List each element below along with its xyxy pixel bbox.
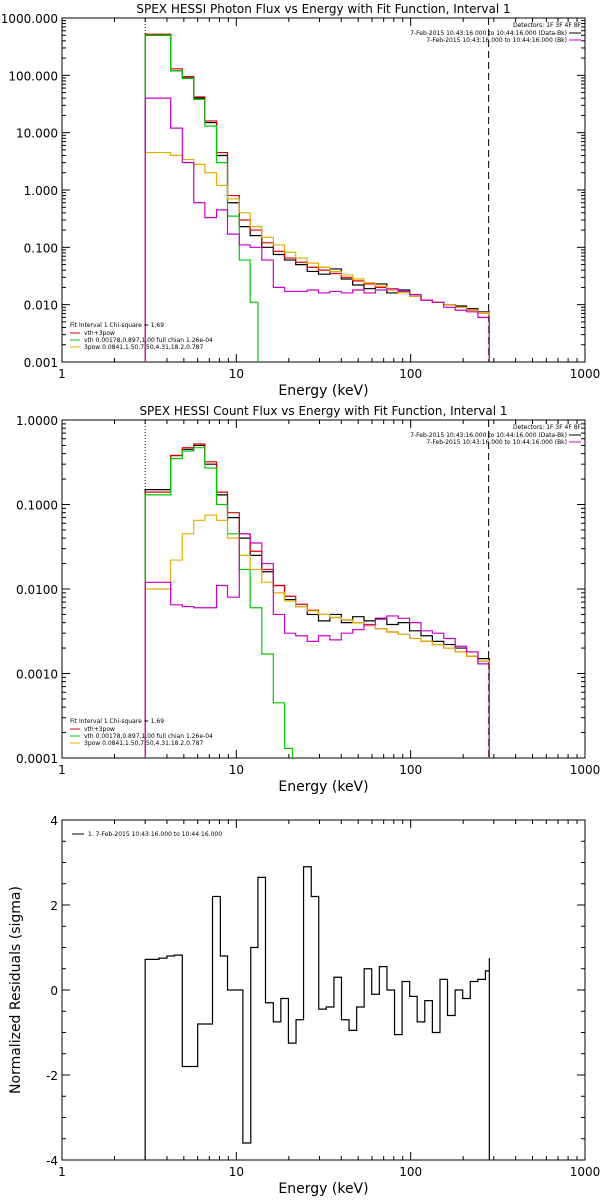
x-tick-label: 1	[58, 367, 66, 381]
series-fit_total-line	[144, 443, 490, 758]
chart-title-0: SPEX HESSI Photon Flux vs Energy with Fi…	[136, 2, 510, 16]
fit-legend-entry: vth 0.00178,0.897,1.00 full chian 1.26e-…	[84, 337, 213, 344]
fit-legend-entry: 3pow 0.0841,1.50,7.50,4.31,18.2,0.787	[84, 344, 203, 351]
series-residuals-line	[144, 866, 490, 1160]
series-fit_vth-line	[144, 447, 294, 758]
x-tick-label: 10	[229, 763, 244, 777]
y-tick-label: 2	[50, 899, 58, 913]
x-tick-label: 1	[58, 763, 66, 777]
y-tick-label: 0.010	[24, 299, 58, 313]
series-background-line	[144, 97, 490, 362]
y-tick-label: -4	[46, 1154, 58, 1168]
x-tick-label: 100	[399, 763, 422, 777]
legend-entry: 7-Feb-2015 10:43:16.000 to 10:44:16.000 …	[410, 30, 567, 37]
y-tick-label: 0.100	[24, 241, 58, 255]
x-axis-label-2: Energy (keV)	[278, 1181, 368, 1197]
fit-legend-header: Fit Interval 1 Chi-square = 1.69	[70, 718, 164, 725]
x-tick-label: 100	[399, 1165, 422, 1179]
x-tick-label: 10	[229, 1165, 244, 1179]
legend-header: Detectors: 1F 3F 4F 8F	[513, 22, 582, 29]
fit-legend-entry: vth 0.00178,0.897,1.00 full chian 1.26e-…	[84, 733, 213, 740]
residual-legend-entry: 1. 7-Feb-2015 10:43:16.000 to 10:44:16.0…	[88, 831, 222, 838]
x-tick-label: 1000	[570, 763, 600, 777]
y-tick-label: 4	[50, 814, 58, 828]
y-tick-label: 1.0000	[16, 414, 58, 428]
series-background-line	[144, 533, 490, 758]
y-axis-label-2: Normalized Residuals (sigma)	[8, 886, 24, 1094]
y-tick-label: 0.001	[24, 356, 58, 370]
y-tick-label: 10.000	[16, 127, 58, 141]
y-tick-label: 0.0010	[16, 668, 58, 682]
legend-header: Detectors: 1F 3F 4F 8F	[513, 424, 582, 431]
x-tick-label: 100	[399, 367, 422, 381]
series-data-line	[144, 444, 490, 758]
y-tick-label: 0	[50, 984, 58, 998]
fit-legend-entry: 3pow 0.0841,1.50,7.50,4.31,18.2,0.787	[84, 740, 203, 747]
x-tick-label: 1000	[570, 367, 600, 381]
fit-legend-header: Fit Interval 1 Chi-square = 1.69	[70, 322, 164, 329]
series-fit_3pow-line	[144, 514, 490, 758]
legend-entry: 7-Feb-2015 10:43:16.000 to 10:44:16.000 …	[426, 37, 567, 44]
x-axis-label-0: Energy (keV)	[278, 383, 368, 399]
series-fit_total-line	[144, 33, 490, 362]
x-tick-label: 10	[229, 367, 244, 381]
series-data-line	[144, 34, 490, 362]
y-tick-label: 100.000	[8, 69, 58, 83]
y-tick-label: 0.0100	[16, 583, 58, 597]
fit-legend-entry: vth+3pow	[84, 330, 115, 337]
legend-entry: 7-Feb-2015 10:43:16.000 to 10:44:16.000 …	[426, 439, 567, 446]
y-tick-label: 0.0001	[16, 752, 58, 766]
y-tick-label: -2	[46, 1069, 58, 1083]
fit-legend-entry: vth+3pow	[84, 726, 115, 733]
series-fit_3pow-line	[144, 151, 490, 362]
series-fit_vth-line	[144, 34, 259, 362]
chart-title-1: SPEX HESSI Count Flux vs Energy with Fit…	[139, 404, 507, 418]
y-tick-label: 1.000	[24, 184, 58, 198]
legend-entry: 7-Feb-2015 10:43:16.000 to 10:44:16.000 …	[410, 432, 567, 439]
x-tick-label: 1	[58, 1165, 66, 1179]
plot-frame-1	[61, 419, 586, 759]
plot-frame-0	[61, 17, 586, 363]
plot-frame-2	[61, 819, 586, 1161]
y-tick-label: 0.1000	[16, 499, 58, 513]
x-axis-label-1: Energy (keV)	[278, 779, 368, 795]
x-tick-label: 1000	[570, 1165, 600, 1179]
y-tick-label: 1000.000	[1, 12, 58, 26]
